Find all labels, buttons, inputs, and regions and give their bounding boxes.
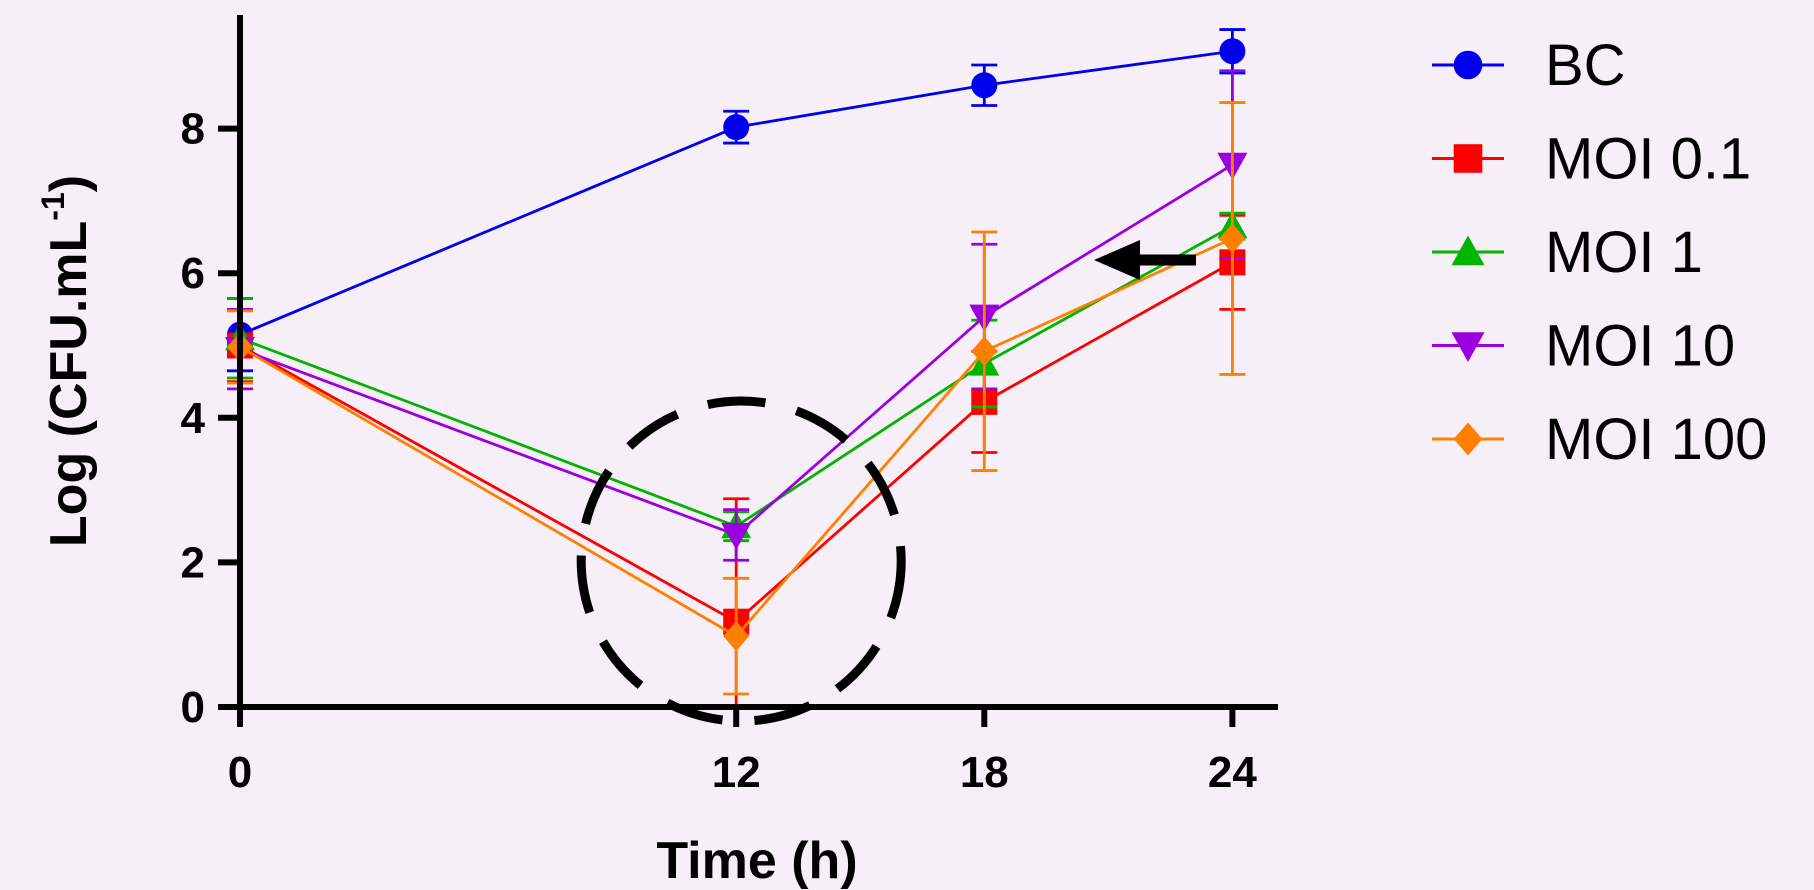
y-tick-label: 6 bbox=[181, 249, 205, 298]
y-tick-label: 4 bbox=[181, 394, 206, 443]
y-axis-title-superscript: -1 bbox=[35, 192, 71, 220]
legend-item-moi-10: MOI 10 bbox=[1432, 314, 1735, 379]
annotations bbox=[576, 240, 1196, 726]
data-point bbox=[971, 72, 998, 99]
y-tick-label: 2 bbox=[181, 538, 205, 587]
legend-item-moi-0-1: MOI 0.1 bbox=[1432, 127, 1751, 192]
series-line bbox=[239, 49, 1233, 336]
series-bc bbox=[227, 28, 1246, 373]
legend-label: MOI 100 bbox=[1545, 407, 1767, 472]
y-axis-title-close: ) bbox=[40, 175, 98, 192]
x-tick-label: 18 bbox=[960, 748, 1009, 797]
series-line bbox=[239, 237, 1233, 638]
y-axis-title-main: Log (CFU.mL bbox=[40, 221, 98, 547]
legend-marker bbox=[1451, 235, 1485, 266]
legend-marker bbox=[1451, 332, 1485, 362]
data-point bbox=[721, 522, 752, 550]
legend-item-moi-1: MOI 1 bbox=[1432, 220, 1703, 285]
legend-label: MOI 10 bbox=[1545, 314, 1735, 379]
data-point bbox=[723, 114, 750, 141]
legend-item-bc: BC bbox=[1432, 33, 1626, 98]
data-point bbox=[971, 336, 998, 367]
data-point bbox=[1219, 38, 1246, 65]
legend-label: MOI 1 bbox=[1545, 220, 1703, 285]
legend: BC MOI 0.1 MOI 1 MOI 10 MOI 100 bbox=[1432, 33, 1767, 472]
legend-label: BC bbox=[1545, 33, 1626, 98]
legend-label: MOI 0.1 bbox=[1545, 127, 1751, 192]
x-axis-title: Time (h) bbox=[656, 832, 857, 890]
y-tick-label: 0 bbox=[181, 683, 205, 732]
legend-marker bbox=[1453, 144, 1483, 173]
series-moi-1 bbox=[225, 211, 1248, 543]
data-point bbox=[723, 621, 750, 652]
legend-item-moi-100: MOI 100 bbox=[1432, 407, 1767, 472]
y-tick-label: 8 bbox=[181, 105, 205, 154]
legend-marker bbox=[1453, 50, 1483, 80]
arrow-annotation bbox=[1094, 240, 1196, 280]
arrow-head bbox=[1094, 240, 1140, 280]
x-tick-label: 0 bbox=[228, 748, 252, 797]
data-point bbox=[1219, 223, 1246, 254]
y-axis-title: Log (CFU.mL-1) bbox=[35, 175, 98, 547]
series-line bbox=[239, 261, 1234, 624]
series-line bbox=[239, 163, 1234, 537]
x-tick-label: 12 bbox=[712, 748, 761, 797]
plot-area bbox=[225, 28, 1248, 709]
dashed-circle-annotation bbox=[576, 396, 906, 726]
x-tick-label: 24 bbox=[1208, 748, 1257, 797]
legend-marker bbox=[1453, 422, 1483, 456]
